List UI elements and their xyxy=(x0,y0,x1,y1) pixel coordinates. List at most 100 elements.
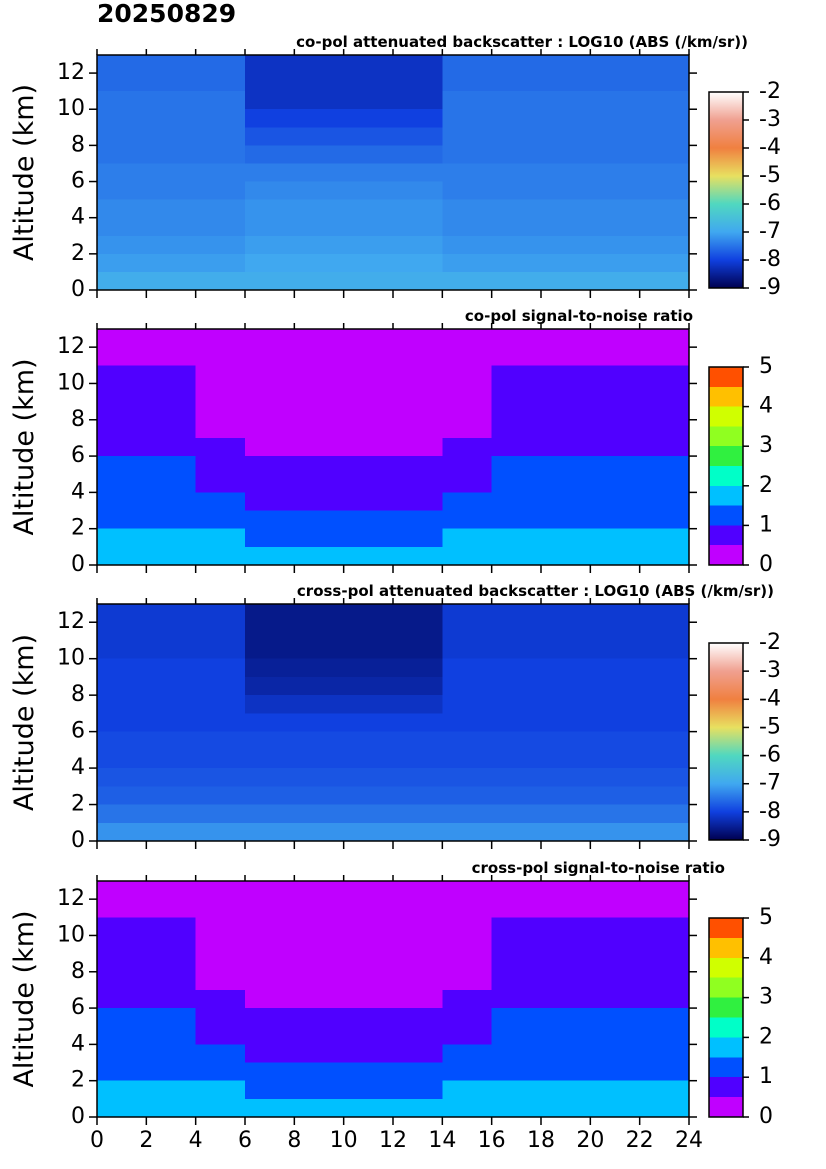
heatmap-cell xyxy=(146,1026,196,1045)
heatmap-cell xyxy=(146,437,196,457)
colorbar-swatch xyxy=(709,1077,743,1098)
heatmap-cell xyxy=(245,109,295,128)
heatmap-cell xyxy=(442,917,492,936)
heatmap-cell xyxy=(541,347,591,366)
heatmap-cell xyxy=(294,492,344,511)
heatmap-cell xyxy=(343,768,393,787)
heatmap-cell xyxy=(442,347,492,366)
heatmap-cell xyxy=(442,401,492,420)
heatmap-cell xyxy=(639,329,689,348)
heatmap-cell xyxy=(343,935,393,954)
heatmap-cell xyxy=(639,528,689,547)
heatmap-cell xyxy=(442,217,492,236)
heatmap-cell xyxy=(590,271,640,290)
colorbar-tick-label: -5 xyxy=(759,714,781,739)
colorbar-swatch xyxy=(709,918,743,938)
colorbar-swatch xyxy=(709,505,743,526)
heatmap-cell xyxy=(146,253,196,272)
y-tick-label: 8 xyxy=(71,407,85,432)
heatmap-cell xyxy=(146,73,196,92)
heatmap-cell xyxy=(245,510,295,529)
heatmap-cell xyxy=(294,383,344,402)
heatmap-cell xyxy=(639,953,689,972)
colorbar-tick-label: -4 xyxy=(759,135,781,160)
heatmap-cell xyxy=(97,419,147,438)
heatmap-cell xyxy=(639,786,689,805)
heatmap-cell xyxy=(541,731,591,750)
heatmap-cell xyxy=(97,163,147,182)
colorbar-tick-label: -9 xyxy=(759,275,781,300)
y-tick-label: 0 xyxy=(71,1104,85,1129)
heatmap-cell xyxy=(343,953,393,972)
heatmap-cell xyxy=(393,917,443,936)
heatmap-cell xyxy=(294,546,344,565)
heatmap-cell xyxy=(245,1044,295,1063)
heatmap-cell xyxy=(195,731,245,750)
heatmap-cell xyxy=(590,55,640,74)
heatmap-cell xyxy=(590,217,640,236)
heatmap-cell xyxy=(442,253,492,272)
heatmap-cell xyxy=(393,676,443,696)
heatmap-cell xyxy=(146,91,196,110)
heatmap-cell xyxy=(541,899,591,918)
colorbar-tick-label: -2 xyxy=(759,79,781,104)
heatmap-cell xyxy=(97,1026,147,1045)
heatmap-cell xyxy=(639,73,689,92)
heatmap-cell xyxy=(541,749,591,769)
heatmap-cell xyxy=(442,1080,492,1099)
heatmap-cell xyxy=(294,1026,344,1045)
heatmap-cell xyxy=(590,658,640,677)
heatmap-cell xyxy=(541,109,591,128)
heatmap-cell xyxy=(491,731,541,750)
colorbar-tick-label: -4 xyxy=(759,686,781,711)
heatmap-cell xyxy=(146,713,196,732)
heatmap-cell xyxy=(195,658,245,677)
heatmap-cell xyxy=(146,749,196,769)
heatmap-cell xyxy=(491,91,541,110)
heatmap-cell xyxy=(442,329,492,348)
y-tick-label: 0 xyxy=(71,277,85,302)
heatmap-cell xyxy=(343,492,393,511)
heatmap-cell xyxy=(491,528,541,547)
heatmap-cell xyxy=(294,73,344,92)
heatmap-cell xyxy=(343,347,393,366)
heatmap-cell xyxy=(245,953,295,972)
colorbar-swatch xyxy=(709,1037,743,1058)
heatmap-cell xyxy=(393,127,443,146)
heatmap-cell xyxy=(590,1080,640,1099)
heatmap-cell xyxy=(294,181,344,200)
heatmap-cell xyxy=(343,713,393,732)
heatmap-cell xyxy=(97,217,147,236)
heatmap-cell xyxy=(541,1026,591,1045)
heatmap-cell xyxy=(491,546,541,565)
heatmap-cell xyxy=(590,917,640,936)
heatmap-cell xyxy=(393,437,443,457)
x-tick-label: 20 xyxy=(576,1128,604,1153)
heatmap-cell xyxy=(245,1062,295,1081)
heatmap-cell xyxy=(146,127,196,146)
heatmap-cell xyxy=(590,1062,640,1081)
colorbar-tick-label: 0 xyxy=(759,1104,773,1129)
heatmap-cell xyxy=(343,640,393,659)
heatmap-cell xyxy=(541,253,591,272)
colorbar-tick-label: 3 xyxy=(759,433,773,458)
heatmap-cell xyxy=(393,1008,443,1027)
y-tick-label: 12 xyxy=(57,60,85,85)
heatmap-cell xyxy=(343,163,393,182)
colorbar-tick-label: 1 xyxy=(759,512,773,537)
heatmap-cell xyxy=(442,1026,492,1045)
heatmap-cell xyxy=(442,474,492,493)
heatmap-cell xyxy=(442,658,492,677)
heatmap-cell xyxy=(590,989,640,1009)
heatmap-cell xyxy=(294,145,344,164)
heatmap-cell xyxy=(245,217,295,236)
heatmap-cell xyxy=(491,127,541,146)
heatmap-cell xyxy=(97,989,147,1009)
heatmap-cell xyxy=(639,731,689,750)
heatmap-cell xyxy=(590,181,640,200)
heatmap-cell xyxy=(294,822,344,841)
heatmap-cell xyxy=(146,271,196,290)
y-tick-label: 2 xyxy=(71,516,85,541)
heatmap-cell xyxy=(541,55,591,74)
heatmap-cell xyxy=(245,917,295,936)
